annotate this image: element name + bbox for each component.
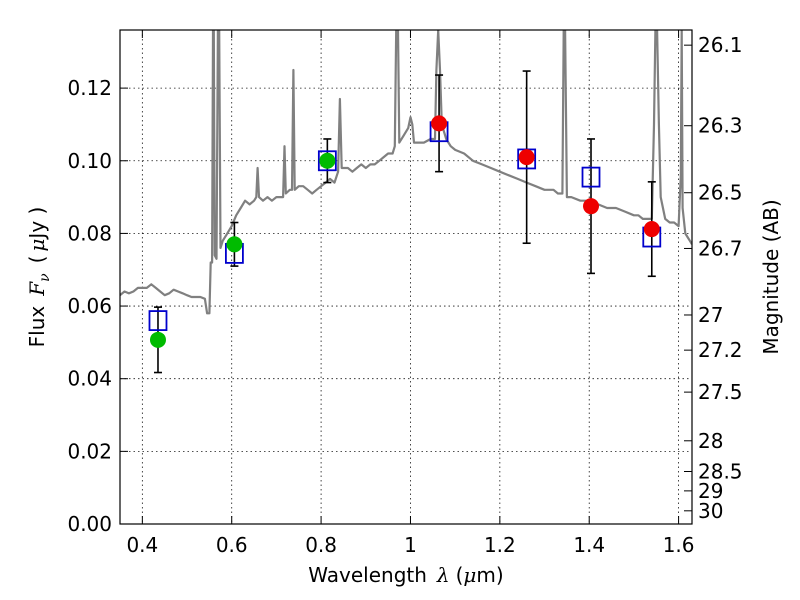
observed-photometry-point <box>319 152 336 169</box>
magnitude-tick-label: 26.1 <box>698 33 743 57</box>
y-tick-label: 0.08 <box>67 221 112 245</box>
plot-frame <box>119 29 693 525</box>
magnitude-tick-label: 26.5 <box>698 181 743 205</box>
x-tick-label: 0.4 <box>126 533 158 557</box>
model-spectrum <box>120 30 692 315</box>
magnitude-tick-label: 28.5 <box>698 459 743 483</box>
y-axis-title: FluxFν(μJy ) <box>25 207 53 348</box>
observed-photometry-points <box>149 115 660 348</box>
y-tick-label: 0.06 <box>67 294 112 318</box>
magnitude-axis-title: Magnitude (AB) <box>759 199 783 354</box>
observed-photometry-point <box>643 221 660 238</box>
model-spectrum-line <box>120 30 692 315</box>
magnitude-tick-label: 27.2 <box>698 338 743 362</box>
magnitude-tick-label: 27 <box>698 303 723 327</box>
y-tick-label: 0.00 <box>67 512 112 536</box>
y-tick-label: 0.02 <box>67 439 112 463</box>
magnitude-tick-label: 27.5 <box>698 380 743 404</box>
magnitude-tick-label: 26.3 <box>698 114 743 138</box>
x-axis-ticks: 0.4 0.6 0.8 1 1.2 1.4 1.6 <box>126 30 695 557</box>
y-axis-ticks: 0.00 0.02 0.04 0.06 0.08 0.10 0.12 <box>67 76 128 536</box>
model-photometry-box <box>581 166 601 188</box>
magnitude-tick-label: 26.7 <box>698 236 743 260</box>
observed-photometry-point <box>226 236 243 253</box>
x-tick-label: 0.8 <box>305 533 337 557</box>
x-axis-title: Wavelength λ (μm) <box>308 563 503 587</box>
x-tick-label: 1 <box>404 533 417 557</box>
model-photometry-boxes <box>148 121 662 331</box>
observed-photometry-point <box>518 149 535 166</box>
y-tick-label: 0.10 <box>67 149 112 173</box>
x-tick-label: 1.6 <box>663 533 695 557</box>
magnitude-tick-label: 29 <box>698 479 723 503</box>
x-tick-label: 1.2 <box>484 533 516 557</box>
observed-photometry-point <box>431 115 448 132</box>
y-tick-label: 0.12 <box>67 76 112 100</box>
observed-photometry-point <box>149 331 166 348</box>
magnitude-tick-label: 28 <box>698 429 723 453</box>
x-tick-label: 1.4 <box>573 533 605 557</box>
model-photometry-box <box>317 150 337 172</box>
magnitude-tick-label: 30 <box>698 499 723 523</box>
y-tick-label: 0.04 <box>67 367 112 391</box>
observed-photometry-point <box>583 198 600 215</box>
model-photometry-box <box>148 310 168 331</box>
x-tick-label: 0.6 <box>216 533 248 557</box>
